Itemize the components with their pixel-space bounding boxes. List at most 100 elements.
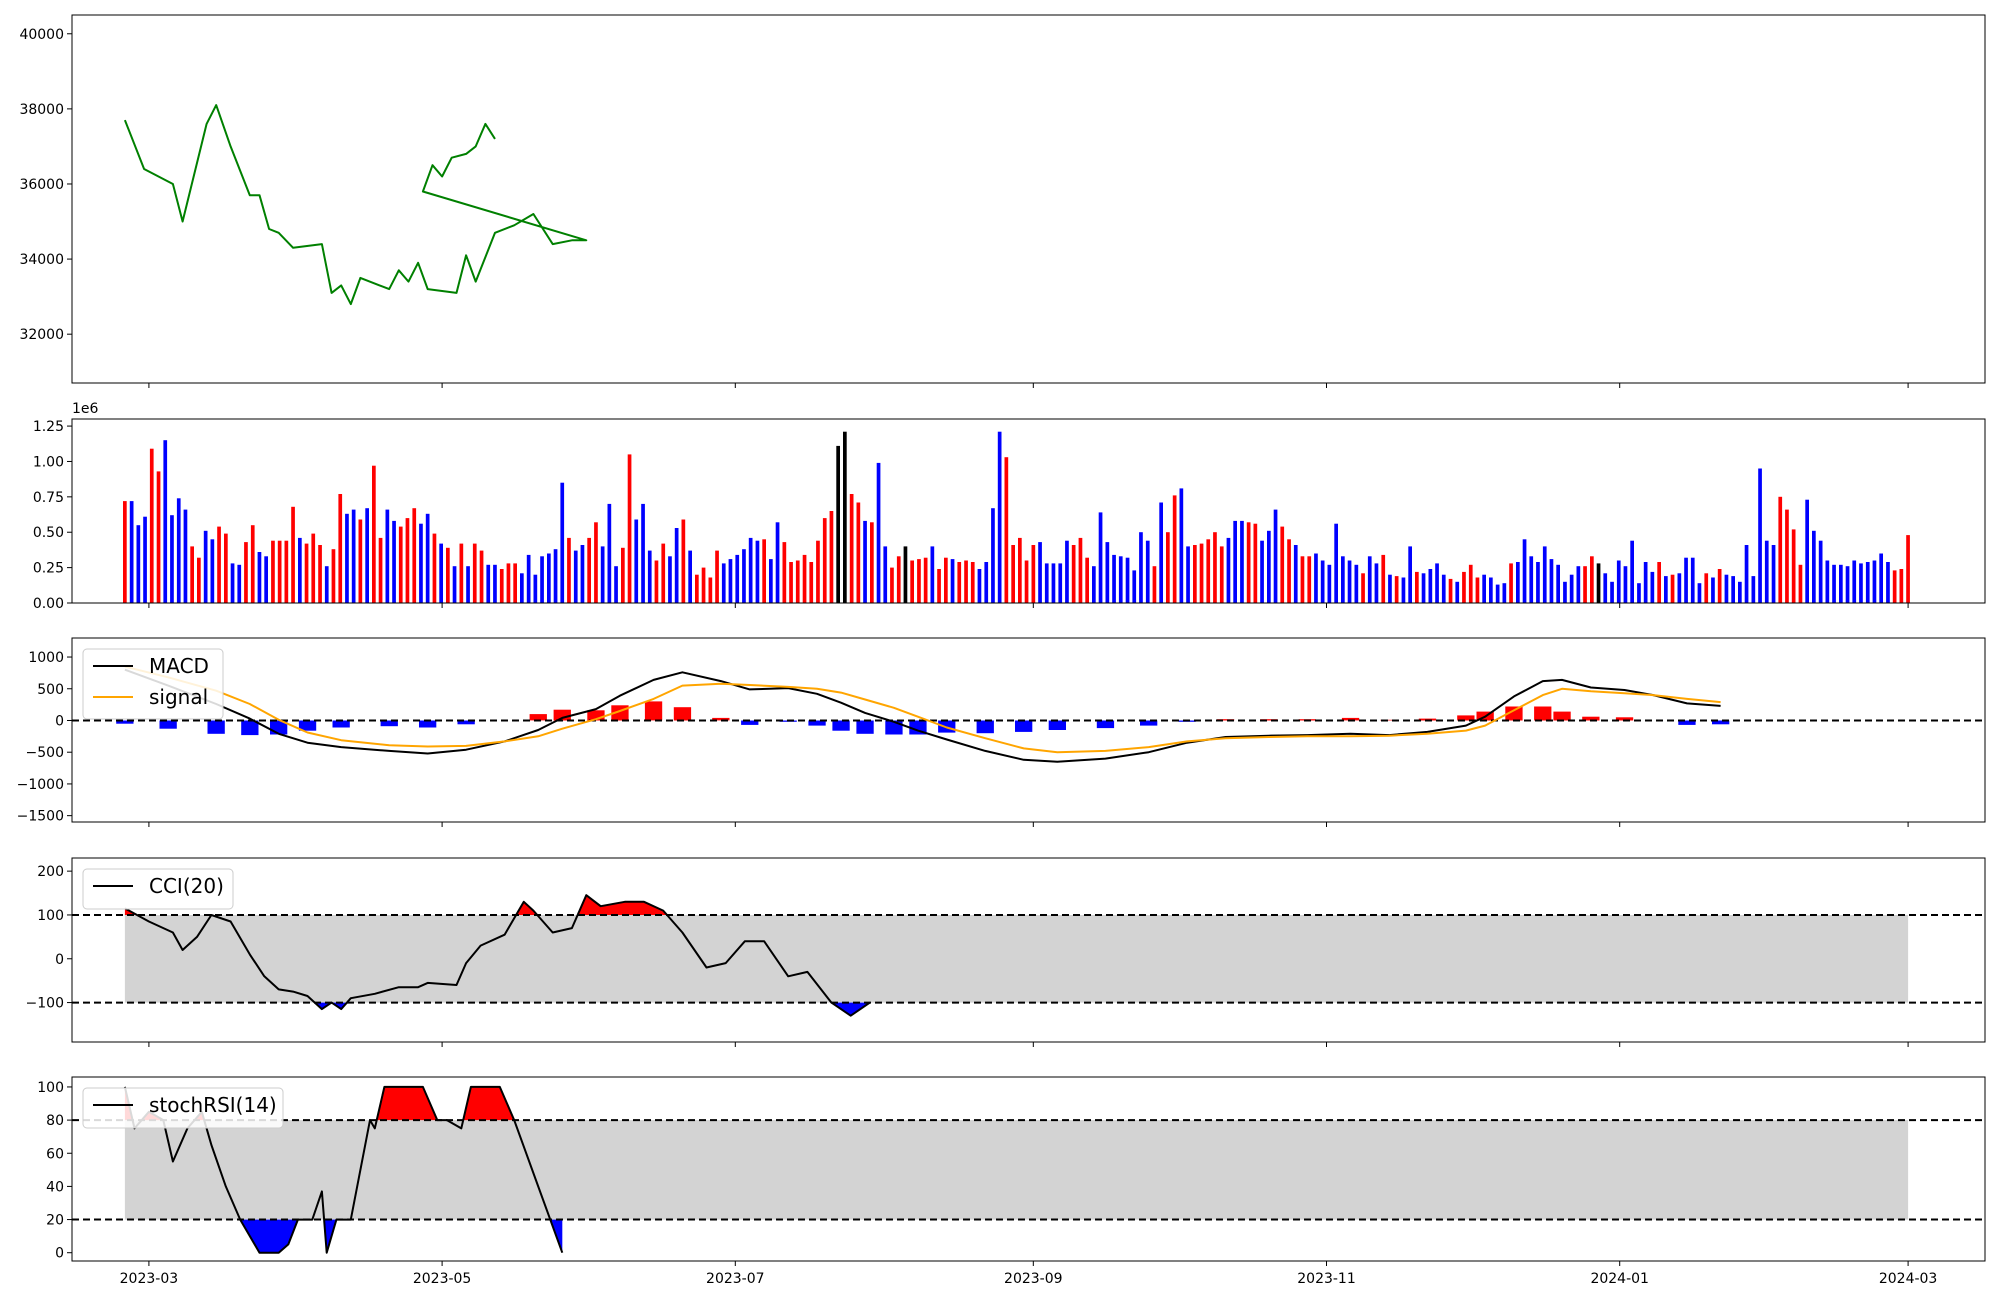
macd-hist-bar — [808, 720, 826, 726]
volume-bar — [1778, 496, 1783, 603]
macd-hist-bar — [1015, 720, 1033, 732]
volume-bar — [1717, 569, 1722, 603]
volume-bar — [1145, 540, 1150, 603]
macd-hist-bar — [1457, 715, 1475, 721]
volume-bar — [1092, 566, 1096, 603]
volume-scale-label: 1e6 — [72, 401, 99, 417]
volume-bar — [237, 564, 242, 603]
volume-bar — [1738, 581, 1742, 603]
volume-bar — [1556, 564, 1560, 603]
volume-bar — [836, 445, 840, 603]
volume-bar — [1690, 557, 1695, 603]
volume-bar — [318, 545, 322, 603]
volume-bar — [681, 519, 686, 603]
volume-bar — [1791, 529, 1796, 603]
volume-bar — [1341, 556, 1345, 603]
volume-bar — [412, 508, 417, 603]
macd-hist-bar — [553, 709, 571, 721]
volume-bar — [647, 550, 652, 603]
volume-bar — [1394, 576, 1399, 603]
volume-bar — [856, 502, 861, 603]
macd-series-macd — [124, 668, 1721, 763]
volume-bar — [1139, 532, 1143, 603]
volume-bar — [923, 557, 928, 603]
volume-bar — [1267, 530, 1271, 603]
volume-bar — [1650, 571, 1655, 603]
volume-bar — [742, 549, 746, 603]
macd-hist-bar — [741, 720, 759, 725]
volume-bar — [1287, 539, 1291, 603]
volume-bar — [513, 563, 517, 603]
volume-bar — [452, 566, 457, 603]
volume-bar — [614, 566, 618, 603]
macd-hist-bar — [1582, 716, 1600, 721]
xtick-label: 2023-11 — [1297, 1271, 1356, 1287]
volume-bar — [432, 533, 437, 603]
volume-bar — [224, 533, 228, 603]
price-ytick-label: 34000 — [19, 252, 64, 268]
volume-bar — [849, 494, 854, 603]
volume-bar — [123, 501, 127, 603]
volume-bar — [883, 546, 888, 603]
volume-bar — [1367, 556, 1372, 603]
volume-bar — [654, 560, 659, 603]
volume-bar — [1421, 573, 1426, 603]
volume-bar — [1839, 564, 1843, 603]
cci-oversold-fill — [831, 1002, 870, 1016]
stochrsi-legend-label: stochRSI(14) — [149, 1093, 277, 1117]
volume-bar — [1065, 540, 1069, 603]
volume-bar — [822, 518, 827, 603]
volume-bar — [1098, 512, 1103, 603]
macd-ytick-label: −500 — [26, 745, 64, 761]
volume-bar — [547, 553, 551, 603]
volume-bar — [1011, 545, 1015, 603]
volume-bar — [1832, 564, 1836, 603]
volume-bar — [459, 543, 464, 603]
volume-bar — [499, 569, 504, 603]
volume-ytick-label: 0.00 — [33, 596, 64, 612]
volume-bar — [486, 564, 491, 603]
macd-hist-bar — [419, 720, 437, 728]
volume-bar — [1475, 577, 1480, 603]
cci-ytick-label: 100 — [37, 908, 64, 924]
stochrsi-overbought-fill — [463, 1086, 515, 1121]
volume-bar — [1711, 577, 1715, 603]
volume-bar — [149, 448, 154, 603]
macd-legend-label: signal — [149, 685, 208, 709]
macd-ytick-label: −1500 — [17, 809, 64, 825]
xtick-label: 2023-03 — [120, 1271, 179, 1287]
volume-bar — [217, 526, 221, 603]
volume-bar — [291, 506, 295, 603]
cci-panel-frame — [71, 857, 1986, 1043]
volume-bar — [1670, 574, 1675, 603]
cci-overbought-fill — [516, 901, 538, 915]
volume-bar — [627, 454, 632, 603]
volume-bar — [520, 573, 524, 603]
volume-bar — [641, 503, 645, 603]
volume-bar — [1361, 573, 1365, 603]
volume-bar — [1132, 570, 1137, 603]
volume-bar — [1327, 564, 1332, 603]
volume-bar — [271, 540, 275, 603]
volume-bar — [950, 559, 955, 603]
volume-bar — [304, 543, 309, 603]
volume-bar — [1018, 537, 1022, 603]
volume-bar — [1596, 563, 1601, 603]
volume-bar — [1441, 574, 1446, 603]
volume-bar — [190, 546, 194, 603]
macd-hist-bar — [856, 720, 874, 734]
volume-bar — [298, 537, 302, 603]
volume-bar — [405, 518, 410, 603]
volume-bar — [372, 465, 376, 603]
macd-hist-bar — [207, 720, 225, 734]
stochrsi-ytick-label: 40 — [46, 1179, 64, 1195]
volume-bar — [674, 528, 679, 603]
volume-bar — [890, 567, 894, 603]
macd-hist-bar — [673, 707, 692, 721]
cci-line — [124, 894, 871, 1017]
stochrsi-ytick-label: 100 — [37, 1080, 64, 1096]
volume-bar — [398, 526, 403, 603]
cci-neutral-band — [124, 915, 1909, 1003]
volume-bar — [1240, 520, 1244, 603]
volume-bar — [533, 574, 538, 603]
